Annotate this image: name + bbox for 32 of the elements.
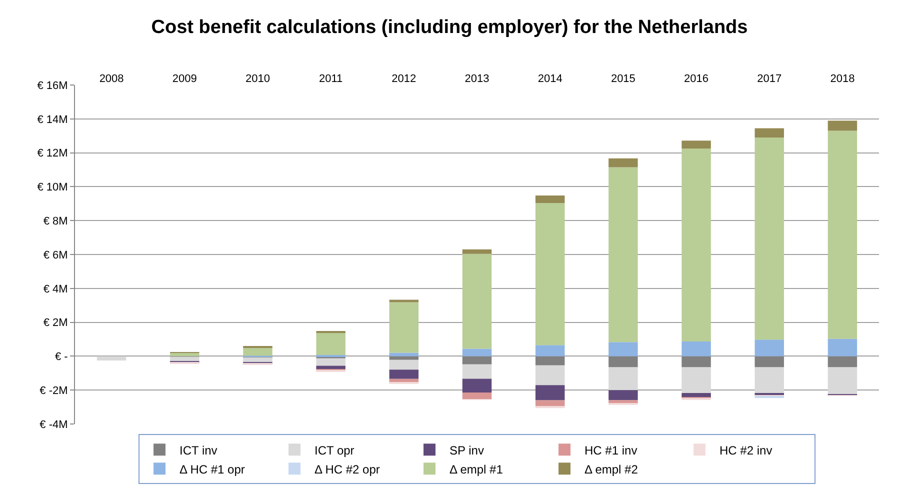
y-tick-label: € -4M [40, 418, 68, 431]
y-tick-label: € 16M [37, 80, 68, 92]
legend-label: ICT inv [180, 443, 218, 458]
x-tick-label: 2013 [464, 72, 490, 85]
legend-label: HC #1 inv [584, 443, 638, 458]
legend-label: Δ HC #2 opr [314, 462, 380, 476]
y-tick-label: € 6M [43, 249, 68, 262]
x-tick-label: 2014 [538, 72, 562, 85]
y-tick-label: € 4M [43, 283, 68, 296]
y-tick-label: € 2M [43, 317, 68, 330]
legend-label: Δ empl #2 [584, 462, 638, 476]
y-tick-label: € 12M [37, 148, 68, 160]
x-tick-label: 2016 [684, 72, 709, 85]
x-tick-label: 2015 [610, 72, 636, 85]
legend-label: ICT opr [314, 443, 354, 458]
x-tick-label: 2012 [392, 72, 416, 85]
y-tick-label: € 10M [37, 182, 68, 194]
legend-label: Δ empl #1 [450, 462, 504, 476]
legend-label: SP inv [450, 443, 484, 458]
y-tick-label: € 8M [43, 215, 68, 228]
x-tick-label: 2009 [172, 72, 197, 85]
x-tick-label: 2018 [830, 72, 855, 85]
y-tick-label: € -2M [40, 384, 68, 397]
legend-label: Δ HC #1 opr [180, 462, 245, 476]
x-tick-label: 2008 [99, 72, 124, 85]
y-tick-label: € 14M [37, 114, 68, 126]
x-tick-label: 2011 [318, 72, 343, 85]
x-tick-label: 2017 [757, 72, 782, 85]
legend-label: HC #2 inv [720, 443, 772, 458]
x-tick-label: 2010 [245, 72, 270, 85]
y-tick-label: € - [54, 351, 68, 364]
chart-title: Cost benefit calculations (including employer) for the Netherlands [151, 17, 748, 38]
